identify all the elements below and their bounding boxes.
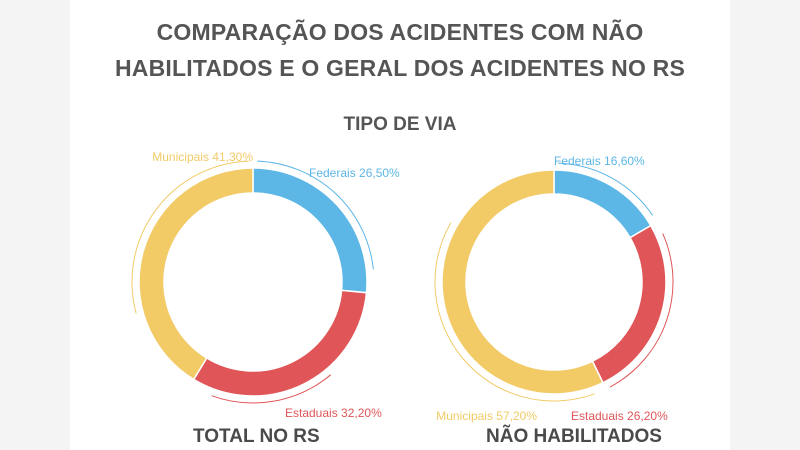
chart-title: COMPARAÇÃO DOS ACIDENTES COM NÃO HABILIT… bbox=[0, 14, 800, 86]
donut-2-slice-estaduais bbox=[591, 224, 667, 384]
donut-1-label-municipais: Municipais 41,30% bbox=[152, 150, 253, 164]
donut-1-bracket-estaduais bbox=[211, 374, 332, 404]
donut-2-label-estaduais: Estaduais 26,20% bbox=[571, 409, 668, 423]
chart-title-line-2: HABILITADOS E O GERAL DOS ACIDENTES NO R… bbox=[114, 55, 686, 81]
chart-title-line-1: COMPARAÇÃO DOS ACIDENTES COM NÃO bbox=[156, 19, 644, 45]
donut-2-slice-municipais bbox=[441, 169, 604, 395]
donut-1-bracket-municipais bbox=[131, 160, 249, 314]
donut-2-label-federais: Federais 16,60% bbox=[554, 154, 645, 168]
donut-2-bracket-federais bbox=[558, 162, 654, 216]
donut-2-slice-federais bbox=[553, 169, 652, 239]
donut-1-slice-federais bbox=[252, 167, 368, 294]
caption-nao-habilitados: NÃO HABILITADOS bbox=[486, 426, 662, 447]
donut-1-slice-municipais bbox=[138, 167, 254, 381]
donut-2-bracket-municipais bbox=[434, 222, 595, 402]
donut-1-label-federais: Federais 26,50% bbox=[309, 166, 400, 180]
donut-2-label-municipais: Municipais 57,20% bbox=[436, 409, 537, 423]
donut-1-slice-estaduais bbox=[192, 289, 368, 397]
donut-1-bracket-federais bbox=[257, 160, 374, 270]
caption-total-rs: TOTAL NO RS bbox=[193, 426, 320, 447]
donut-1-label-estaduais: Estaduais 32,20% bbox=[285, 406, 382, 420]
chart-subtitle: TIPO DE VIA bbox=[343, 114, 457, 135]
donut-2-bracket-estaduais bbox=[609, 233, 674, 388]
